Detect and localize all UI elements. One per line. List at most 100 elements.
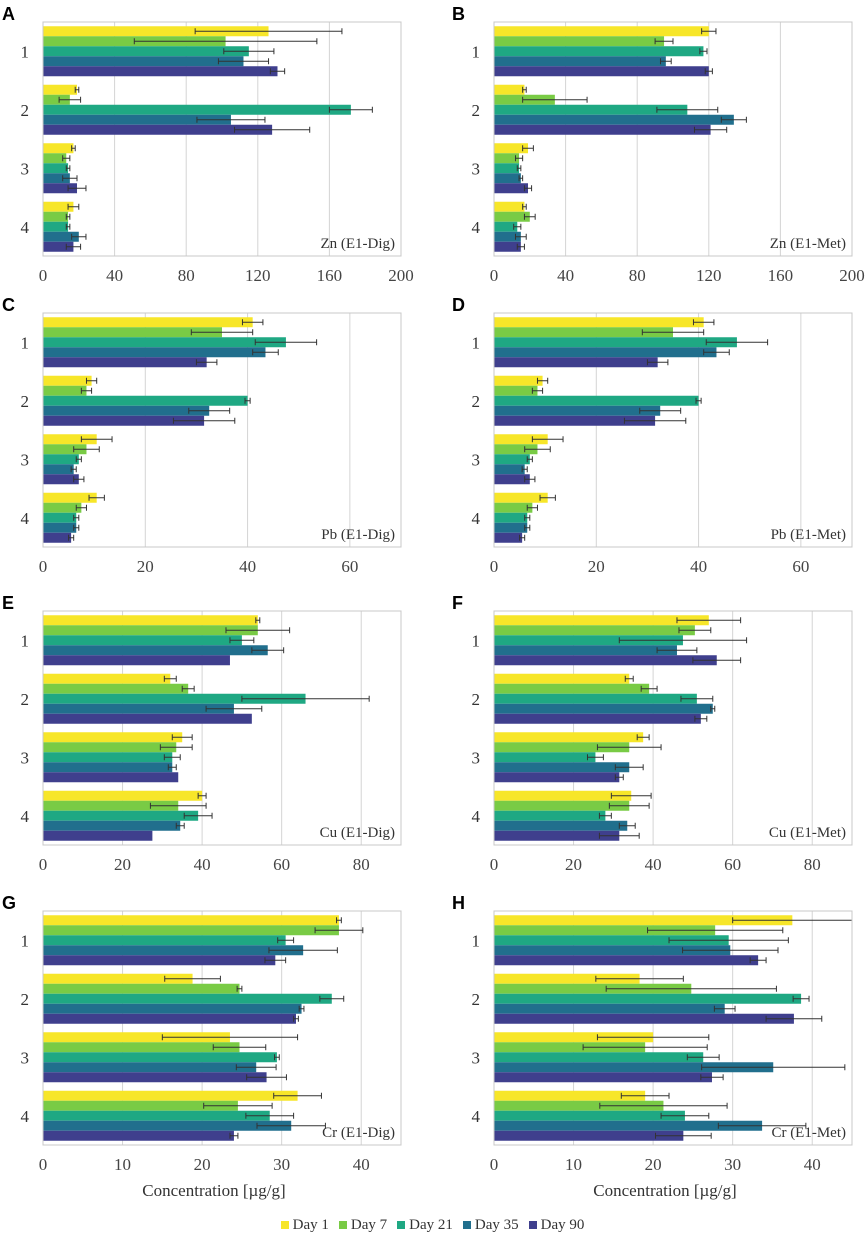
bar-day-1 [494,1032,654,1043]
bar-day-21 [494,693,697,704]
legend-swatch [338,1221,347,1229]
plot-frame [493,312,853,548]
tick-label: 80 [804,855,821,874]
bar-day-1 [494,1090,646,1101]
bar-day-90 [494,357,658,368]
bar-day-21 [494,46,704,57]
category-label: 1 [472,631,481,650]
bar-day-7 [43,683,189,694]
bar-day-1 [43,492,97,503]
bar-day-21 [494,221,518,232]
category-label: 3 [21,748,30,767]
category-label: 1 [21,931,30,950]
bar-day-1 [494,732,644,743]
bar-day-1 [43,615,258,626]
panel-label: H [452,893,465,913]
legend-label: Day 7 [350,1216,388,1233]
bar-day-90 [494,415,656,426]
bar-day-35 [43,762,173,773]
bar-day-7 [494,625,695,636]
panel-label: D [452,295,465,315]
bar-day-35 [43,703,234,714]
bar-day-7 [494,925,716,936]
tick-label: 40 [690,557,707,576]
chart-title: Cu (E1-Dig) [320,825,395,841]
bar-day-7 [494,327,673,338]
category-label: 4 [472,509,481,528]
bar-day-7 [494,983,692,994]
x-axis-label: Concentration [µg/g] [142,1181,285,1200]
tick-label: 200 [839,266,865,285]
bar-day-21 [494,993,802,1004]
bar-day-35 [43,645,268,656]
bar-day-7 [43,327,222,338]
legend-swatch [397,1221,406,1229]
tick-label: 0 [39,855,48,874]
tick-label: 120 [245,266,271,285]
bar-day-7 [43,1100,238,1111]
legend-item: Day 7 [338,1216,388,1234]
bar-day-90 [494,241,521,252]
panel-label: G [2,893,16,913]
tick-label: 80 [178,266,195,285]
bar-day-21 [43,395,248,406]
bar-day-1 [494,492,548,503]
bar-day-90 [494,183,529,194]
bar-day-35 [43,945,304,956]
bar-day-35 [494,56,666,67]
bar-day-1 [43,434,97,445]
tick-label: 0 [490,557,499,576]
bar-day-1 [494,434,548,445]
bar-day-7 [494,742,630,753]
bar-day-35 [43,522,77,533]
tick-label: 10 [565,1155,582,1174]
bar-day-21 [494,635,683,646]
tick-label: 40 [804,1155,821,1174]
bar-day-1 [43,673,171,684]
tick-label: 0 [39,1155,48,1174]
category-label: 4 [472,1107,481,1126]
bar-day-90 [494,830,620,841]
bar-day-21 [43,163,69,174]
tick-label: 80 [353,855,370,874]
bar-day-35 [494,1120,763,1131]
bar-day-21 [494,395,699,406]
chart-title: Cu (E1-Met) [769,825,846,841]
legend-item: Day 35 [462,1217,519,1234]
bar-day-1 [494,973,640,984]
bar-day-21 [43,46,249,57]
panel-label: A [2,4,15,24]
tick-label: 0 [490,1155,499,1174]
bar-day-35 [494,347,717,358]
category-label: 1 [21,42,30,61]
bar-day-90 [43,772,179,783]
bar-day-7 [43,211,69,222]
bar-day-35 [43,347,266,358]
tick-label: 20 [565,855,582,874]
bar-day-21 [494,1052,704,1063]
bar-day-90 [43,1130,234,1141]
bar-day-21 [43,221,69,232]
bar-day-7 [494,211,530,222]
bar-day-1 [43,375,92,386]
plot-frame [42,910,402,1146]
x-axis-label: Concentration [µg/g] [593,1181,736,1200]
category-label: 4 [21,218,30,237]
category-label: 1 [472,333,481,352]
tick-label: 60 [792,557,809,576]
bar-day-7 [43,94,70,105]
category-label: 4 [21,509,30,528]
bar-day-21 [43,337,286,348]
bar-day-1 [43,1032,230,1043]
legend-label: Day 21 [409,1216,453,1233]
bar-day-21 [494,1110,685,1121]
bar-day-1 [43,790,203,801]
tick-label: 30 [724,1155,741,1174]
bar-day-7 [43,625,258,636]
bar-day-35 [43,114,231,125]
bar-day-90 [43,713,252,724]
tick-label: 20 [194,1155,211,1174]
